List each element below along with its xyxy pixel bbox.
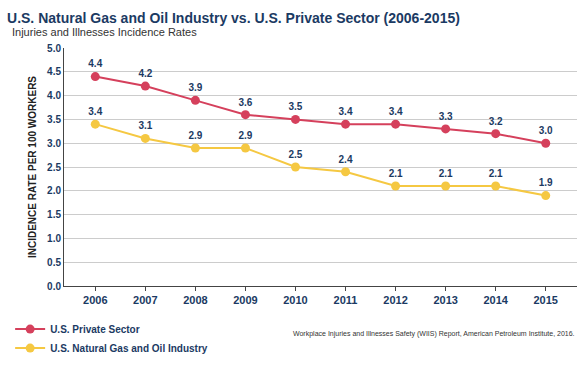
svg-text:3.4: 3.4: [389, 106, 403, 117]
svg-text:3.6: 3.6: [238, 97, 252, 108]
svg-text:Injuries and Illnesses Inciden: Injuries and Illnesses Incidence Rates: [12, 26, 197, 38]
svg-text:4.0: 4.0: [47, 90, 61, 101]
svg-text:2.9: 2.9: [238, 130, 252, 141]
svg-text:4.2: 4.2: [138, 68, 152, 79]
svg-text:2011: 2011: [334, 294, 358, 306]
svg-text:4.5: 4.5: [47, 66, 61, 77]
svg-text:2.0: 2.0: [47, 185, 61, 196]
svg-text:Workplace Injuries and Illness: Workplace Injuries and Illnesses Safety …: [293, 330, 575, 338]
svg-text:2012: 2012: [383, 294, 407, 306]
svg-text:0.0: 0.0: [47, 281, 61, 292]
svg-text:2009: 2009: [233, 294, 257, 306]
svg-text:2013: 2013: [433, 294, 457, 306]
svg-text:5.0: 5.0: [47, 43, 61, 54]
svg-text:2.1: 2.1: [439, 168, 453, 179]
svg-text:3.0: 3.0: [539, 125, 553, 136]
svg-text:U.S. Private Sector: U.S. Private Sector: [50, 324, 140, 335]
svg-text:3.5: 3.5: [289, 101, 303, 112]
svg-text:1.0: 1.0: [47, 233, 61, 244]
svg-text:2.9: 2.9: [188, 130, 202, 141]
svg-text:1.9: 1.9: [539, 177, 553, 188]
svg-text:3.9: 3.9: [188, 82, 202, 93]
svg-text:INCIDENCE RATE PER 100 WORKERS: INCIDENCE RATE PER 100 WORKERS: [27, 76, 38, 258]
svg-text:3.1: 3.1: [138, 120, 152, 131]
svg-text:4.4: 4.4: [88, 58, 102, 69]
svg-text:2008: 2008: [183, 294, 207, 306]
svg-text:2015: 2015: [533, 294, 557, 306]
svg-text:3.3: 3.3: [439, 111, 453, 122]
svg-text:1.5: 1.5: [47, 209, 61, 220]
svg-text:3.0: 3.0: [47, 138, 61, 149]
svg-text:2007: 2007: [133, 294, 157, 306]
svg-text:3.4: 3.4: [339, 106, 353, 117]
svg-text:2.1: 2.1: [389, 168, 403, 179]
svg-text:U.S. Natural Gas and Oil Indus: U.S. Natural Gas and Oil Industry: [50, 343, 208, 354]
svg-text:2.1: 2.1: [489, 168, 503, 179]
svg-text:2014: 2014: [483, 294, 508, 306]
svg-text:0.5: 0.5: [47, 257, 61, 268]
svg-text:3.4: 3.4: [88, 106, 102, 117]
svg-text:2006: 2006: [83, 294, 107, 306]
svg-text:2010: 2010: [283, 294, 307, 306]
svg-text:2.4: 2.4: [339, 154, 353, 165]
svg-text:3.5: 3.5: [47, 114, 61, 125]
svg-text:2.5: 2.5: [289, 149, 303, 160]
svg-text:3.2: 3.2: [489, 116, 503, 127]
svg-text:U.S. Natural Gas and Oil Indus: U.S. Natural Gas and Oil Industry vs. U.…: [7, 10, 460, 26]
svg-text:2.5: 2.5: [47, 162, 61, 173]
